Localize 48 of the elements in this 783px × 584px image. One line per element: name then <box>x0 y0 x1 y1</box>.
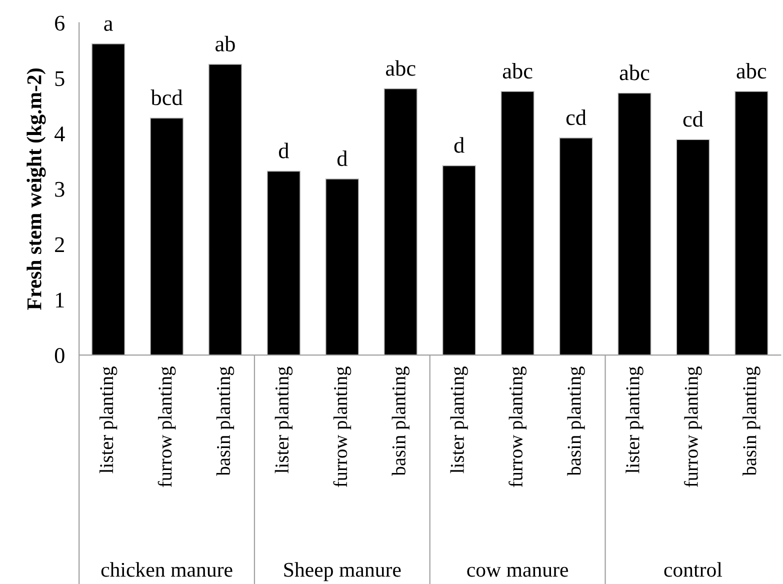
y-tick-label: 6 <box>55 16 65 31</box>
bar <box>384 88 418 356</box>
y-tick-label: 2 <box>55 237 64 252</box>
y-tick-label: 1 <box>56 292 64 308</box>
x-tick-label: furrow planting <box>684 366 702 488</box>
data-label: abc <box>386 60 416 76</box>
text: cow manure <box>467 566 568 577</box>
data-label: d <box>337 150 348 166</box>
y-tick-label: 0 <box>54 348 64 363</box>
data-label: abc <box>736 62 766 79</box>
x-tick-label: lister planting <box>450 366 468 474</box>
bar <box>92 43 126 356</box>
y-tick-label: 4 <box>54 126 65 142</box>
data-label: bcd <box>150 90 183 106</box>
bar <box>442 165 476 356</box>
bar <box>676 139 710 356</box>
x-tick-label: furrow planting <box>333 366 352 488</box>
text: Sheep manure <box>284 562 401 582</box>
x-tick-label: furrow planting <box>158 366 176 488</box>
bar <box>618 92 652 356</box>
x-tick-label: basin planting <box>567 366 585 476</box>
bar <box>208 64 242 356</box>
y-tick-label: 5 <box>55 71 64 86</box>
data-label: ab <box>216 36 235 52</box>
bar <box>500 91 534 356</box>
x-tick-label: basin planting <box>216 366 234 476</box>
text: chicken manure <box>101 562 232 577</box>
data-label: abc <box>502 62 532 79</box>
x-tick-label: furrow planting <box>508 366 527 488</box>
data-label: abc <box>620 64 650 80</box>
x-tick-label: lister planting <box>626 366 644 474</box>
y-axis-title: Fresh stem weight (kg.m-2) <box>26 68 46 310</box>
data-label: cd <box>683 111 704 127</box>
data-label: cd <box>566 109 586 126</box>
x-tick-label: basin planting <box>742 366 760 476</box>
data-label: a <box>104 20 113 31</box>
data-label: d <box>278 142 289 158</box>
bar <box>559 138 593 356</box>
bar <box>734 91 768 356</box>
y-tick-label: 3 <box>55 182 64 197</box>
data-label: d <box>454 137 464 153</box>
bar <box>266 170 300 356</box>
x-tick-label: lister planting <box>274 366 293 474</box>
x-tick-label: basin planting <box>392 366 410 476</box>
text: control <box>664 562 722 577</box>
bar <box>150 118 184 356</box>
x-tick-label: lister planting <box>99 366 118 474</box>
bar <box>325 178 359 356</box>
